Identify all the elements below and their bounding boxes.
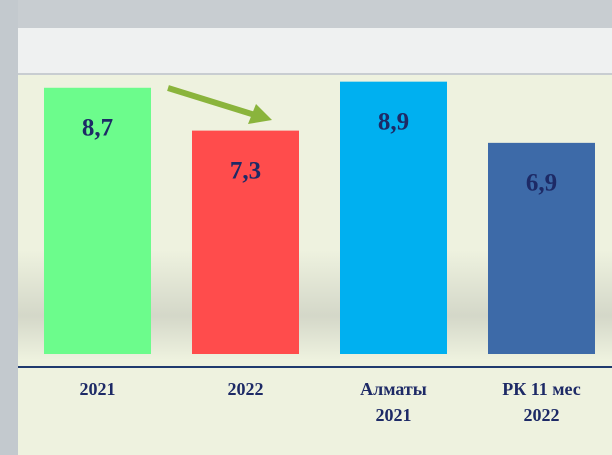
arrow [167, 85, 272, 124]
bar [488, 142, 595, 354]
value-label: 8,9 [378, 108, 409, 135]
value-label: 7,3 [230, 157, 261, 184]
category-label: Алматы 2021 [360, 379, 427, 425]
value-label: 8,7 [82, 115, 113, 142]
bar [44, 87, 151, 354]
bar [340, 81, 447, 354]
bar [192, 130, 299, 354]
top-inner [18, 28, 612, 73]
left-strip [0, 0, 18, 455]
value-label: 6,9 [526, 170, 557, 197]
category-label: РК 11 мес 2022 [502, 379, 581, 425]
category-label: 2022 [227, 379, 264, 399]
category-label: 2021 [79, 379, 116, 399]
